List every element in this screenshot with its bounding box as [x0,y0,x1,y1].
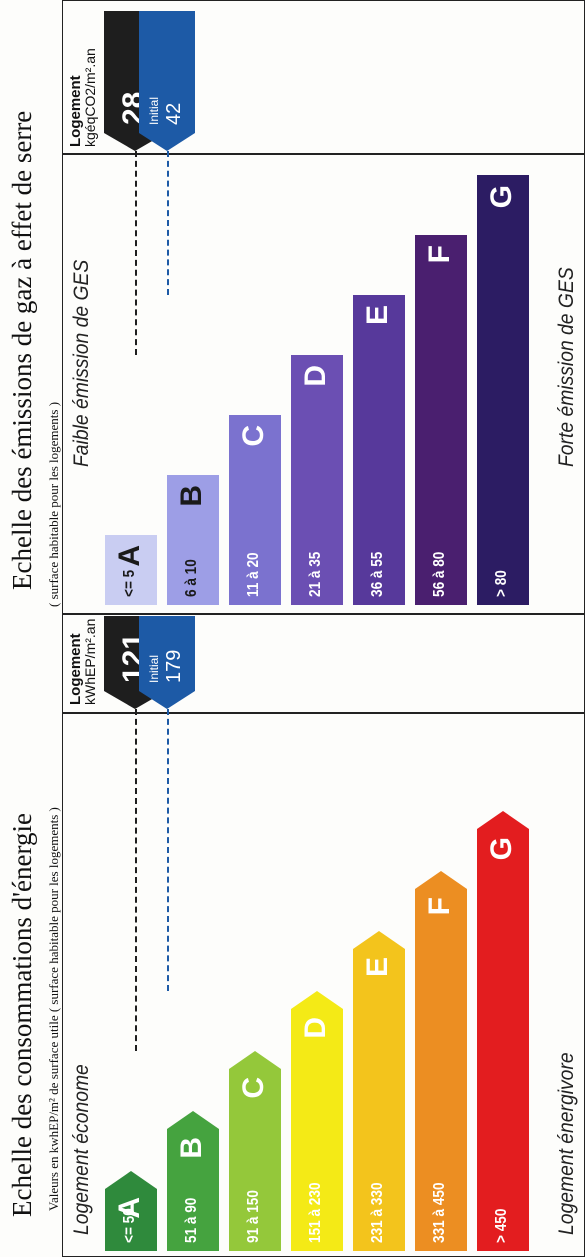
ges-class-e-range: 36 à 55 [369,551,386,597]
ges-class-c-letter: C [237,425,270,447]
ges-top-label: Faible émission de GES [70,259,93,467]
ges-divider [62,153,585,155]
energy-class-d-range: 151 à 230 [307,1182,324,1243]
ges-unit-label: Logement kgéqCO2/m².an [67,48,98,147]
ges-class-d-letter: D [299,365,332,387]
energy-class-c-bar: 91 à 150 C [229,1051,281,1251]
ges-initial-connector [167,151,169,295]
ges-subtitle: ( surface habitable pour les logements ) [46,401,61,607]
energy-class-e-letter: E [361,957,394,978]
ges-class-c-bar: 11 à 20 C [229,415,281,605]
energy-class-b-bar: 51 à 90 B [167,1111,219,1251]
energy-class-c-letter: C [237,1077,270,1099]
energy-class-a-letter: A [113,1197,146,1219]
energy-bottom-label: Logement énergivore [555,1052,578,1235]
ges-class-g-letter: G [485,185,518,209]
ges-unit: kgéqCO2/m².an [82,48,98,147]
ges-class-f-range: 56 à 80 [431,551,448,597]
energy-initial-value: 179 [163,649,185,683]
ges-class-e-letter: E [361,305,394,326]
ges-initial-marker: Initial 42 [139,11,195,151]
energy-class-g-range: > 450 [493,1208,510,1243]
energy-class-d-bar: 151 à 230 D [291,991,343,1251]
ges-class-d-range: 21 à 35 [307,551,324,597]
energy-top-label: Logement économe [70,1064,93,1235]
energy-class-d-letter: D [299,1017,332,1039]
energy-class-g-bar: > 450 G [477,811,529,1251]
ges-bottom-label: Forte émission de GES [555,267,578,467]
ges-class-d-bar: 21 à 35 D [291,355,343,605]
ges-initial-value: 42 [163,102,185,125]
ges-class-f-letter: F [423,245,456,264]
ges-title: Echelle des émissions de gaz à effet de … [7,110,37,590]
ges-current-connector [135,151,137,355]
energy-class-e-range: 231 à 330 [369,1182,386,1243]
energy-title: Echelle des consommations d'énergie [7,813,37,1217]
energy-class-e-bar: 231 à 330 E [353,931,405,1251]
energy-class-b-letter: B [175,1137,208,1159]
ges-class-g-range: > 80 [493,570,510,597]
energy-initial-marker: Initial 179 [139,616,195,709]
ges-class-b-range: 6 à 10 [183,559,200,597]
energy-initial-label: Initial [147,654,161,683]
ges-class-f-bar: 56 à 80 F [415,235,467,605]
ges-class-a-range: <= 5 [121,569,138,597]
energy-divider [62,712,585,714]
ges-class-c-range: 11 à 20 [245,552,262,597]
energy-class-f-range: 331 à 450 [431,1182,448,1243]
ges-class-a-bar: <= 5 A [105,535,157,605]
energy-current-connector [135,709,137,1051]
ges-class-b-bar: 6 à 10 B [167,475,219,605]
energy-class-f-bar: 331 à 450 F [415,871,467,1251]
ges-initial-label: Initial [147,96,161,125]
ges-class-e-bar: 36 à 55 E [353,295,405,605]
energy-class-c-range: 91 à 150 [245,1190,262,1243]
energy-subtitle: Valeurs en kwhEP/m² de surface utile ( s… [46,807,61,1211]
ges-class-a-letter: A [113,545,146,567]
energy-class-g-letter: G [485,837,518,861]
ges-class-b-letter: B [175,485,208,507]
energy-unit: kWhEP/m².an [82,618,98,705]
energy-initial-connector [167,709,169,991]
energy-class-f-letter: F [423,897,456,916]
energy-class-b-range: 51 à 90 [183,1197,200,1243]
ges-class-g-bar: > 80 G [477,175,529,605]
energy-unit-label: Logement kWhEP/m².an [67,618,98,705]
